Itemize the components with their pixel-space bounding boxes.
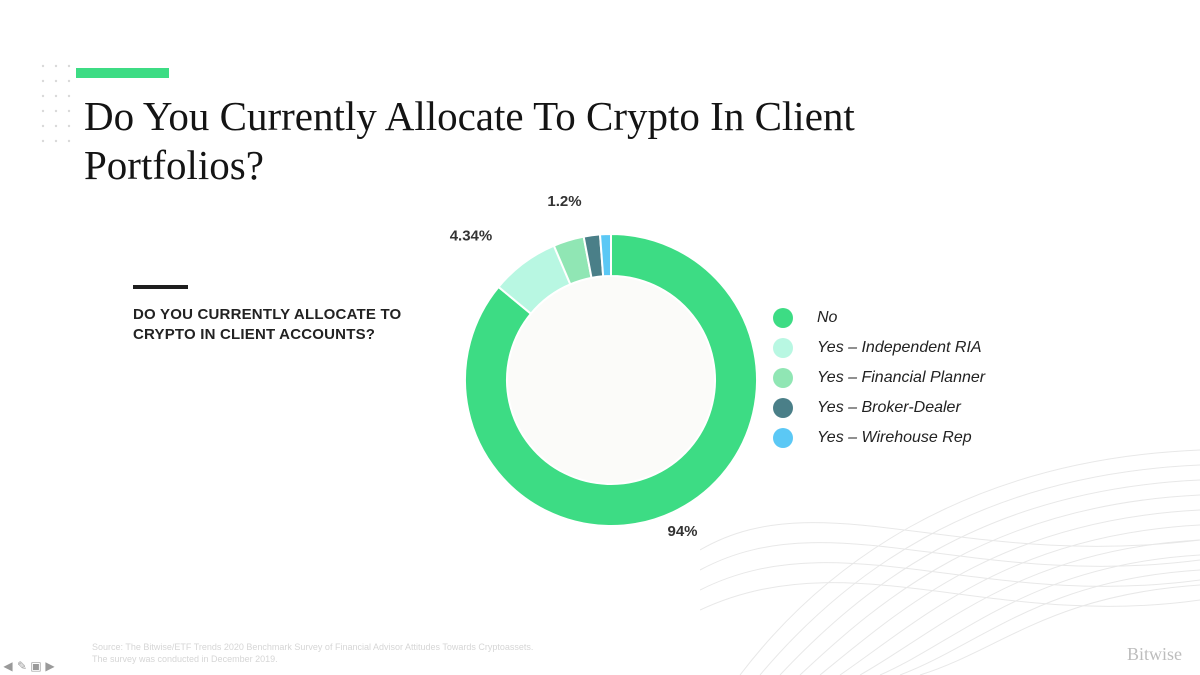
legend-swatch: [773, 428, 793, 448]
subtitle-rule: [133, 285, 188, 289]
dot-grid-decoration: [41, 64, 71, 143]
legend-swatch: [773, 398, 793, 418]
legend-swatch: [773, 338, 793, 358]
legend-label: Yes – Wirehouse Rep: [817, 429, 972, 446]
slice-data-label: 1.2%: [547, 193, 581, 210]
slice-data-label: 4.34%: [450, 227, 493, 244]
legend-item: Yes – Wirehouse Rep: [773, 423, 985, 453]
legend-item: No: [773, 303, 985, 333]
donut-slice: [598, 232, 612, 278]
slide-title: Do You Currently Allocate To Crypto In C…: [84, 93, 855, 188]
pencil-icon[interactable]: ✎: [16, 659, 28, 673]
menu-icon[interactable]: ▣: [30, 659, 42, 673]
legend-item: Yes – Broker-Dealer: [773, 393, 985, 423]
legend-swatch: [773, 368, 793, 388]
legend-item: Yes – Financial Planner: [773, 363, 985, 393]
source-note: Source: The Bitwise/ETF Trends 2020 Benc…: [92, 641, 533, 665]
slide-nav-controls: ◀ ✎ ▣ ▶: [2, 659, 56, 673]
title-accent-bar: [76, 68, 169, 78]
slice-data-label: 94%: [668, 523, 698, 540]
chart-legend: No Yes – Independent RIA Yes – Financial P…: [773, 303, 985, 453]
chart-title: DO YOU CURRENTLY ALLOCATE TO CRYPTO IN C…: [133, 306, 402, 343]
donut-hole: [508, 277, 714, 483]
source-line-2: The survey was conducted in December 201…: [92, 654, 278, 664]
legend-item: Yes – Independent RIA: [773, 333, 985, 363]
legend-label: Yes – Broker-Dealer: [817, 399, 961, 416]
legend-label: Yes – Financial Planner: [817, 369, 986, 386]
legend-label: Yes – Independent RIA: [817, 339, 982, 356]
arrow-left-icon[interactable]: ◀: [3, 659, 13, 673]
donut-slice: [464, 232, 758, 527]
legend-swatch: [773, 308, 793, 328]
arrow-right-icon[interactable]: ▶: [45, 659, 55, 673]
legend-label: No: [817, 309, 838, 326]
brand-logo: Bitwise: [1126, 644, 1182, 664]
wave-lines-decoration: [700, 449, 1200, 675]
source-line-1: Source: The Bitwise/ETF Trends 2020 Benc…: [92, 642, 534, 652]
